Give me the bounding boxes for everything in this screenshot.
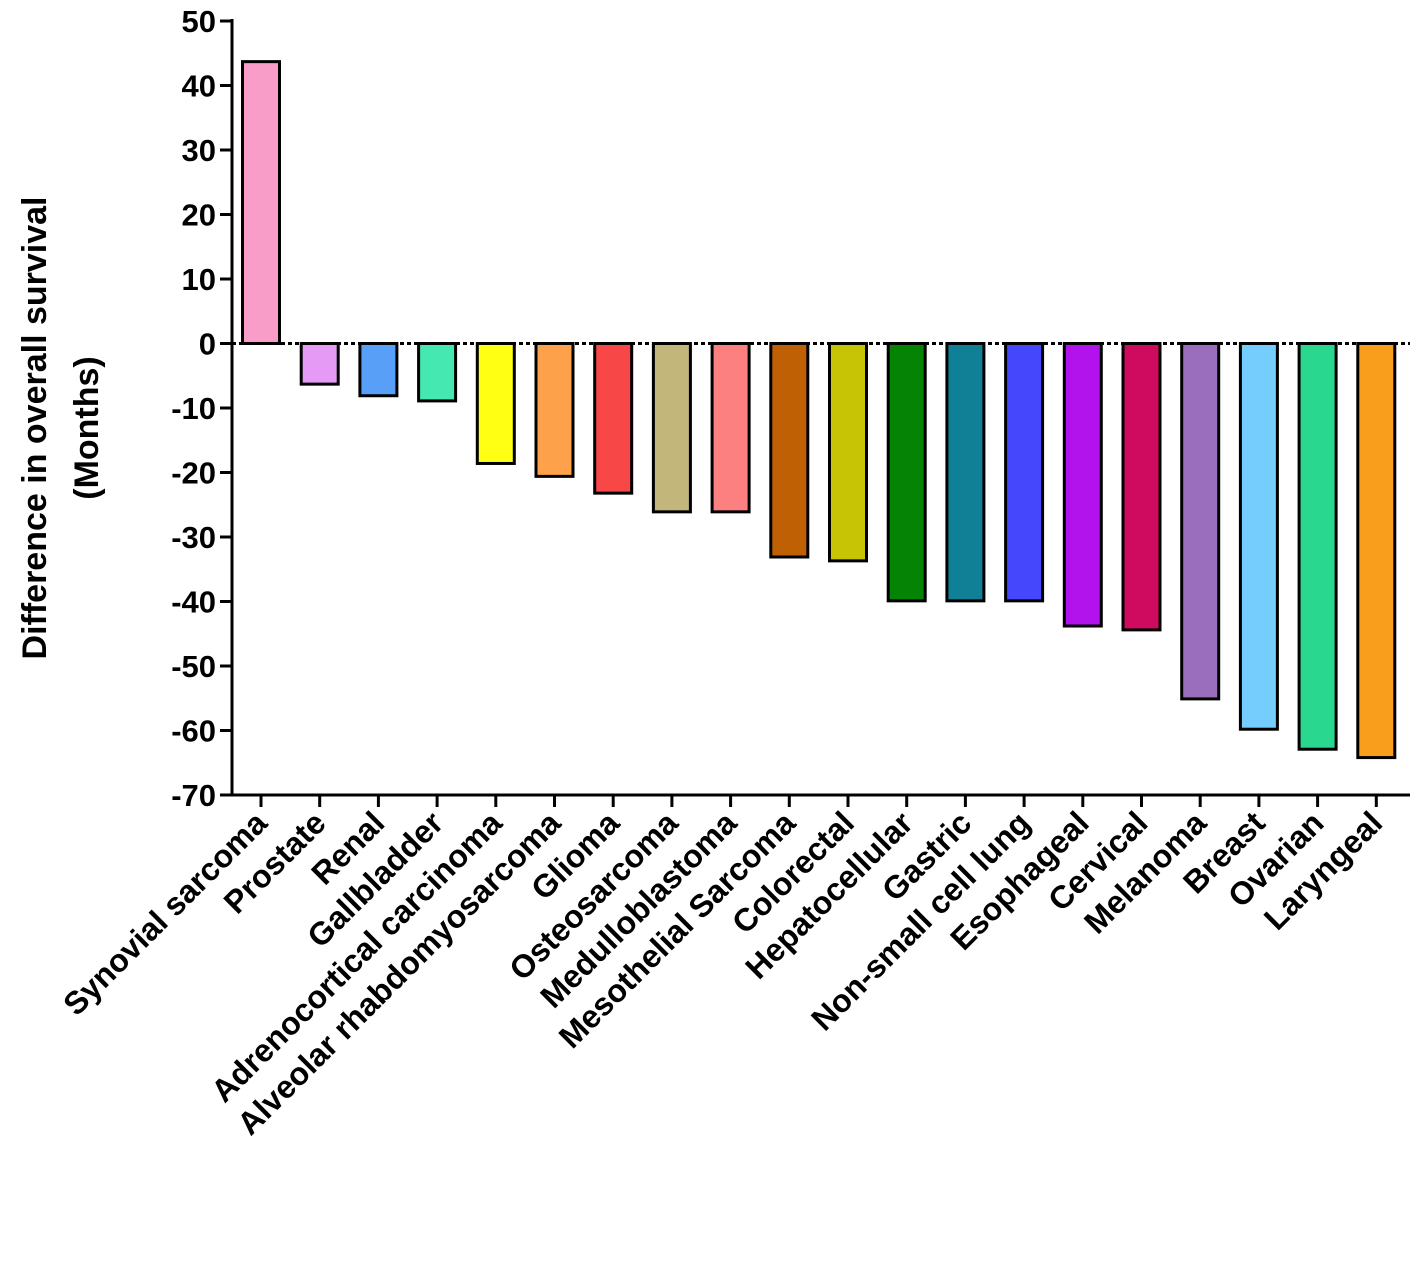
bar-4: [475, 342, 516, 465]
bar-14: [1062, 342, 1103, 628]
y-axis-title-line-2: (Months): [68, 356, 106, 500]
y-tick-label-8: -30: [171, 520, 216, 555]
y-tick-label-1: 40: [182, 69, 216, 104]
bar-17: [1238, 342, 1279, 731]
bar-16: [1180, 342, 1221, 701]
bar-10: [828, 342, 868, 563]
y-tick-label-9: -40: [171, 585, 216, 620]
y-tick-label-3: 20: [182, 198, 216, 233]
y-tick-label-7: -20: [171, 456, 216, 491]
bar-19: [1356, 342, 1397, 760]
y-axis-title-line-1: Difference in overall survival: [16, 197, 54, 660]
bar-2: [358, 342, 399, 398]
bar-15: [1121, 342, 1162, 632]
y-tick-label-10: -50: [171, 649, 216, 684]
y-tick-label-6: -10: [171, 391, 216, 426]
bar-1: [299, 342, 340, 386]
y-ticks: 50 40 30 20 10 0 -10 -20 -30 -40 -50 -60 -70: [171, 4, 232, 813]
bar-18: [1297, 342, 1338, 751]
bar-8: [710, 342, 751, 514]
y-tick-label-0: 50: [182, 4, 216, 39]
bar-12: [945, 342, 986, 603]
x-ticks: Synovial sarcomaProstateRenalGallbladder…: [56, 795, 1389, 1142]
y-tick-label-4: 10: [182, 262, 216, 297]
bar-9: [769, 342, 810, 559]
bar-13: [1004, 342, 1045, 603]
bar-11: [886, 342, 927, 603]
bars: [241, 60, 1397, 760]
y-axis-title: Difference in overall survival (Months): [16, 197, 106, 660]
y-tick-label-12: -70: [171, 778, 216, 813]
bar-6: [593, 342, 634, 495]
y-tick-label-11: -60: [171, 714, 216, 749]
bar-3: [417, 342, 458, 403]
bar-5: [534, 342, 575, 478]
bar-0: [241, 60, 281, 345]
y-tick-label-2: 30: [182, 133, 216, 168]
bar-7: [651, 342, 692, 514]
y-tick-label-5: 0: [199, 327, 216, 362]
